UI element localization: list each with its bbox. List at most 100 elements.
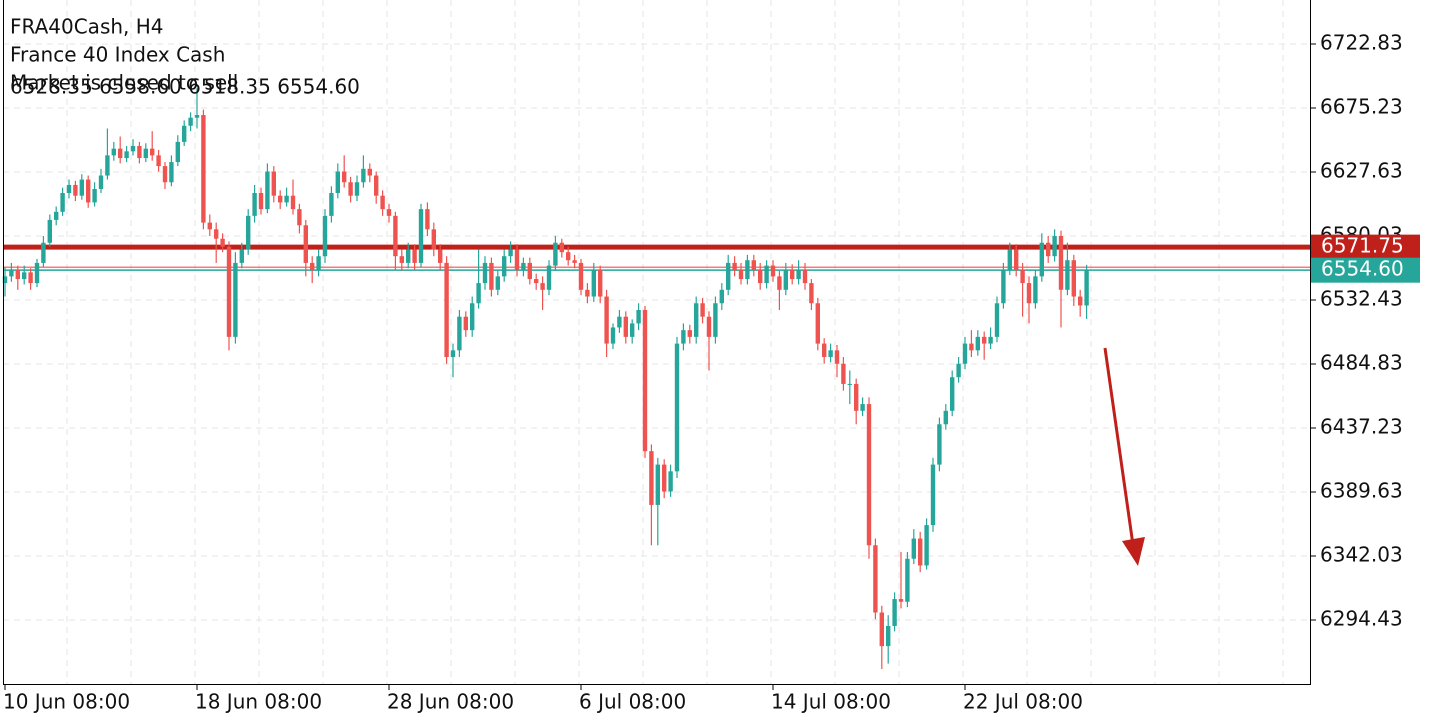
candle-body: [310, 262, 315, 270]
candle-body: [111, 148, 116, 156]
candle-body: [278, 195, 283, 203]
candle-body: [790, 269, 795, 280]
candle-body: [738, 269, 744, 280]
candle-body: [527, 262, 532, 280]
candle-body: [162, 166, 168, 183]
candle-body: [687, 330, 692, 337]
candle-body: [841, 363, 846, 384]
x-tick-label: 6 Jul 08:00: [579, 690, 686, 714]
candle-body: [169, 162, 174, 183]
candle-body: [444, 262, 449, 358]
candle-body: [546, 265, 552, 290]
candle-body: [335, 171, 340, 194]
price-level-box: [1311, 257, 1420, 283]
candle-body: [246, 215, 251, 250]
candle-body: [194, 115, 200, 118]
candle-body: [521, 262, 526, 270]
candle-body: [732, 262, 737, 270]
y-tick-label: 6294.43: [1320, 606, 1403, 630]
chart-subtitle: France 40 Index Cash: [10, 43, 225, 67]
candle-body: [393, 215, 398, 257]
y-tick-label: 6342.03: [1320, 542, 1403, 566]
x-tick-label: 10 Jun 08:00: [3, 690, 130, 714]
candle-body: [297, 209, 302, 226]
candle-body: [1007, 249, 1012, 270]
candle-body: [655, 464, 660, 505]
candle-body: [399, 256, 404, 263]
candle-body: [514, 249, 520, 270]
candle-body: [220, 238, 225, 247]
candle-body: [866, 404, 872, 546]
candle-body: [700, 303, 705, 317]
candle-body: [617, 316, 622, 328]
candle-body: [796, 269, 801, 280]
candle-body: [1052, 236, 1057, 257]
candle-body: [553, 242, 558, 266]
candle-body: [495, 276, 500, 290]
candle-body: [988, 336, 993, 344]
candle-body: [943, 410, 948, 425]
y-tick-label: 6627.63: [1320, 158, 1403, 182]
candle-body: [239, 249, 244, 263]
candle-body: [1071, 260, 1076, 297]
candle-body: [98, 175, 104, 189]
candle-body: [822, 343, 827, 358]
candle-body: [476, 283, 481, 304]
candle-body: [668, 471, 673, 492]
candle-body: [252, 193, 257, 216]
candle-body: [886, 625, 891, 647]
candle-body: [918, 538, 923, 566]
grid: [3, 0, 1310, 684]
candle-body: [1020, 269, 1025, 284]
candle-body: [751, 260, 756, 270]
candle-body: [956, 363, 961, 378]
candle-body: [975, 336, 980, 351]
candle-body: [214, 229, 219, 239]
candle-body: [911, 538, 916, 559]
candle-body: [22, 272, 27, 280]
candle-body: [1084, 270, 1089, 306]
chart-title: FRA40Cash, H4: [10, 15, 164, 39]
candle-body: [124, 151, 129, 159]
candle-body: [719, 289, 724, 304]
candle-body: [41, 242, 46, 263]
candle-body: [367, 168, 372, 176]
candle-body: [508, 249, 513, 257]
candle-body: [105, 155, 110, 176]
y-tick-label: 6389.63: [1320, 478, 1403, 502]
candle-body: [79, 179, 84, 196]
candle-body: [207, 222, 212, 230]
candle-body: [540, 283, 545, 290]
y-tick-label: 6532.43: [1320, 286, 1403, 310]
candle-body: [802, 269, 808, 284]
candle-body: [892, 599, 897, 626]
candle-body: [54, 211, 59, 220]
candle-body: [642, 309, 648, 452]
candle-body: [969, 343, 974, 351]
candle-body: [143, 148, 148, 159]
candle-body: [1065, 260, 1070, 290]
candle-body: [1001, 269, 1006, 304]
candle-body: [770, 265, 776, 277]
candle-body: [681, 330, 686, 344]
candle-body: [47, 219, 52, 243]
candle-body: [1058, 236, 1064, 290]
candle-body: [322, 215, 328, 257]
candle-body: [854, 383, 859, 411]
candle-body: [431, 229, 436, 250]
candle-body: [694, 303, 699, 337]
candle-body: [905, 558, 910, 602]
candle-body: [630, 323, 635, 337]
candle-body: [623, 316, 628, 337]
x-tick-label: 14 Jul 08:00: [771, 690, 891, 714]
price-level-label: 6571.75: [1321, 234, 1404, 258]
candle-body: [783, 269, 788, 290]
candle-body: [9, 269, 14, 277]
candle-body: [559, 242, 564, 253]
candle-body: [758, 269, 763, 284]
candle-body: [482, 262, 488, 284]
candles: [2, 88, 1089, 669]
candle-body: [489, 262, 494, 290]
candle-body: [188, 117, 193, 126]
